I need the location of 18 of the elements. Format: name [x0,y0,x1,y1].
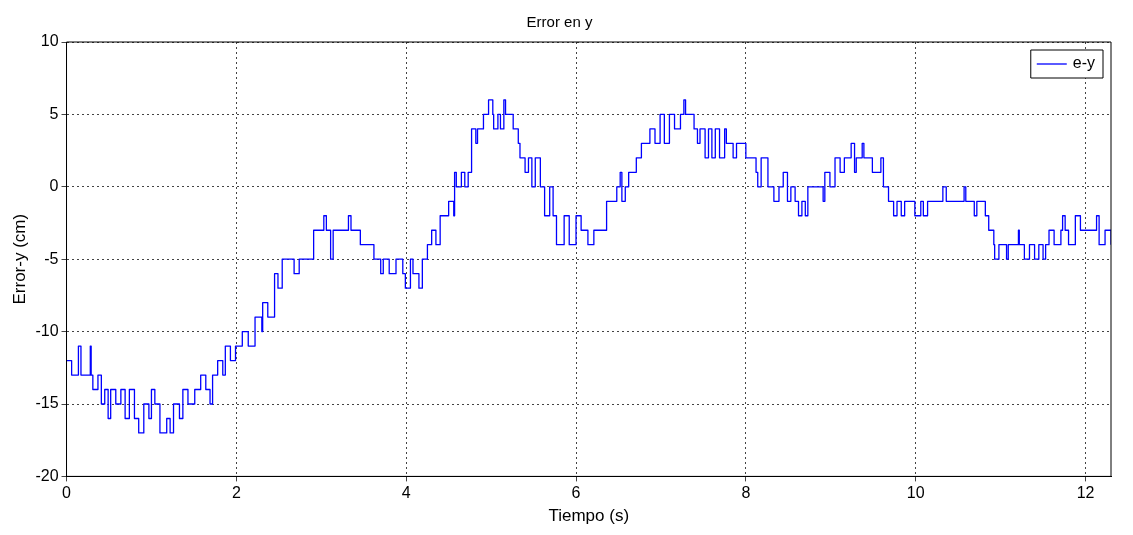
x-tick-label: 2 [231,484,241,502]
x-tick-label: 8 [741,484,751,502]
x-tick-label: 10 [906,484,925,502]
y-tick-label: -5 [44,249,59,267]
y-tick-label: -15 [35,394,59,412]
x-tick-label: 6 [571,484,581,502]
x-tick-label: 4 [401,484,411,502]
y-tick-label: -10 [35,322,59,340]
x-tick-label: 12 [1076,484,1095,502]
y-tick-label: -20 [35,466,59,484]
y-tick-label: 10 [40,32,59,50]
chart-title: Error en y [526,13,593,31]
x-tick-label: 0 [62,484,72,502]
y-tick-label: 0 [49,177,59,195]
y-tick-label: 5 [49,104,59,122]
y-axis-title: Error-y (cm) [9,213,29,305]
legend-label: e-y [1072,54,1096,72]
x-axis-title: Tiempo (s) [548,506,630,526]
